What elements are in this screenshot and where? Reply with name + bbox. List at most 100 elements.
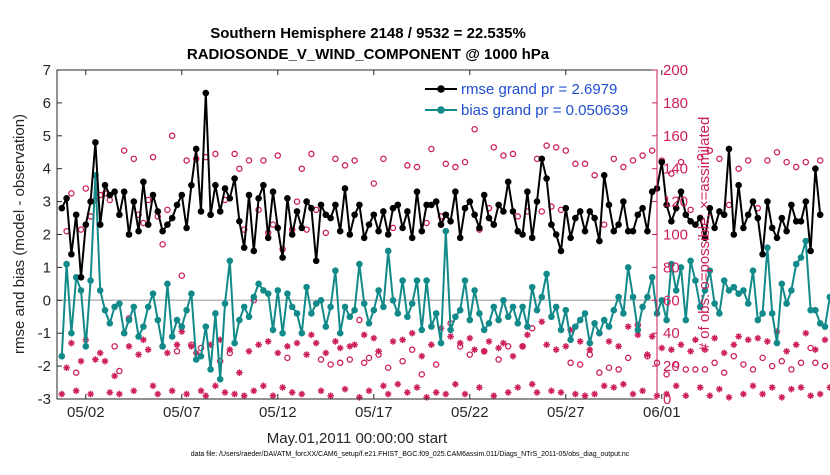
- rmse-marker: [572, 215, 579, 222]
- rmse-marker: [284, 195, 291, 202]
- bias-marker: [270, 327, 277, 334]
- bias-marker: [159, 343, 166, 350]
- bias-marker: [198, 353, 205, 360]
- bias-marker: [716, 310, 723, 317]
- rmse-marker: [179, 192, 186, 199]
- bias-marker: [524, 323, 531, 330]
- bias-marker: [774, 340, 781, 347]
- rmse-marker: [721, 211, 728, 218]
- bias-marker: [740, 287, 747, 294]
- rmse-marker: [270, 188, 277, 195]
- assimilated-obs-marker: [111, 373, 118, 380]
- bias-marker: [750, 267, 757, 274]
- bias-marker: [409, 300, 416, 307]
- rmse-marker: [596, 238, 603, 245]
- rmse-marker: [486, 215, 493, 222]
- bias-marker: [471, 287, 478, 294]
- bias-marker: [615, 294, 622, 301]
- bias-marker: [591, 320, 598, 327]
- bias-marker: [217, 376, 224, 383]
- bias-marker: [375, 287, 382, 294]
- left-axis-label: rmse and bias (model - observation): [11, 114, 28, 354]
- bias-marker: [510, 304, 517, 311]
- bias-marker: [380, 304, 387, 311]
- rmse-marker: [255, 195, 262, 202]
- bias-marker: [155, 317, 162, 324]
- bias-marker: [289, 304, 296, 311]
- right-tick-label: 200: [663, 62, 688, 79]
- rmse-marker: [337, 228, 344, 235]
- assimilated-obs-marker: [231, 391, 238, 398]
- bias-marker: [639, 304, 646, 311]
- bias-marker: [342, 304, 349, 311]
- assimilated-obs-marker: [414, 384, 421, 391]
- left-tick-label: -3: [38, 391, 51, 408]
- bias-marker: [284, 290, 291, 297]
- rmse-marker: [207, 211, 214, 218]
- bias-marker: [255, 281, 262, 288]
- rmse-marker: [279, 254, 286, 261]
- bias-marker: [755, 317, 762, 324]
- bias-marker: [102, 307, 109, 314]
- bias-marker: [63, 261, 70, 268]
- rmse-marker: [399, 225, 406, 232]
- bias-marker: [419, 327, 426, 334]
- rmse-marker: [759, 251, 766, 258]
- bias-marker: [649, 274, 656, 281]
- bias-marker: [644, 294, 651, 301]
- bias-marker: [174, 317, 181, 324]
- bias-marker: [236, 317, 243, 324]
- bias-marker: [227, 258, 234, 265]
- bias-marker: [822, 323, 829, 330]
- bias-marker: [303, 284, 310, 291]
- rmse-marker: [601, 172, 608, 179]
- rmse-marker: [534, 198, 541, 205]
- bias-marker: [68, 330, 75, 337]
- left-tick-label: 3: [43, 194, 51, 211]
- rmse-marker: [591, 215, 598, 222]
- rmse-marker: [92, 139, 99, 146]
- rmse-marker: [73, 211, 80, 218]
- rmse-marker: [567, 234, 574, 241]
- bias-marker: [222, 300, 229, 307]
- rmse-marker: [491, 221, 498, 228]
- rmse-marker: [251, 248, 258, 255]
- chart-title-line2: RADIOSONDE_V_WIND_COMPONENT @ 1000 hPa: [187, 46, 550, 63]
- bias-marker: [246, 313, 253, 320]
- rmse-marker: [447, 218, 454, 225]
- rmse-marker: [807, 248, 814, 255]
- rmse-marker: [126, 231, 133, 238]
- data-file-footer: data file: /Users/raeder/DAI/ATM_forcXX/…: [191, 451, 630, 458]
- assimilated-obs-marker: [745, 336, 752, 343]
- assimilated-obs-marker: [164, 350, 171, 357]
- rmse-marker: [308, 205, 315, 212]
- assimilated-obs-marker: [558, 389, 565, 396]
- rmse-marker: [409, 234, 416, 241]
- rmse-marker: [529, 234, 536, 241]
- bias-marker: [443, 228, 450, 235]
- rmse-marker: [222, 185, 229, 192]
- rmse-marker: [419, 228, 426, 235]
- bias-marker: [308, 310, 315, 317]
- assimilated-obs-marker: [630, 391, 637, 398]
- chart-title-line1: Southern Hemisphere 2148 / 9532 = 22.535…: [210, 25, 526, 42]
- assimilated-obs-marker: [246, 348, 253, 355]
- rmse-marker: [351, 211, 358, 218]
- bias-marker: [83, 343, 90, 350]
- left-tick-label: 0: [43, 292, 51, 309]
- rmse-marker: [102, 182, 109, 189]
- bias-marker: [769, 310, 776, 317]
- bias-marker: [563, 307, 570, 314]
- rmse-marker: [438, 221, 445, 228]
- rmse-marker: [668, 218, 675, 225]
- rmse-marker: [135, 228, 142, 235]
- bias-marker: [428, 323, 435, 330]
- rmse-marker: [548, 221, 555, 228]
- bias-marker: [601, 317, 608, 324]
- bias-marker: [625, 264, 632, 271]
- rmse-marker: [217, 208, 224, 215]
- rmse-marker: [150, 192, 157, 199]
- bias-marker: [107, 320, 114, 327]
- bias-marker: [150, 290, 157, 297]
